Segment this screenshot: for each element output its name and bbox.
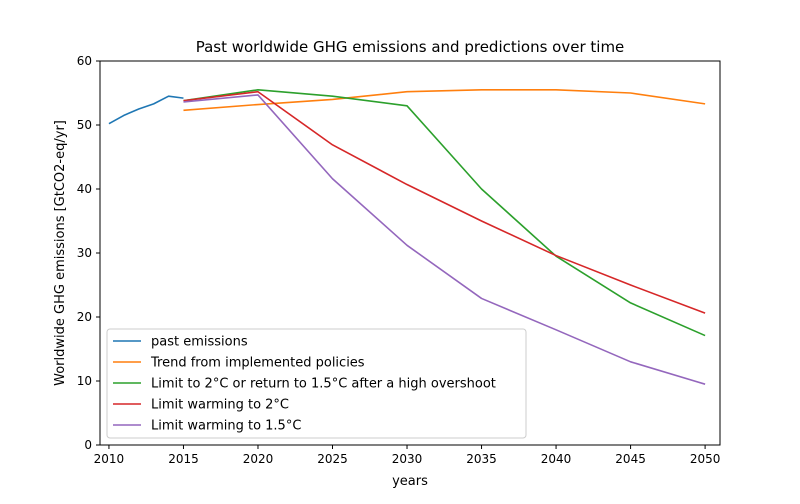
x-tick-label: 2020 bbox=[243, 452, 274, 466]
x-tick-label: 2035 bbox=[466, 452, 497, 466]
legend: past emissions Trend from implemented pol… bbox=[106, 328, 527, 439]
y-tick-label: 10 bbox=[77, 374, 92, 388]
x-tick-label: 2050 bbox=[690, 452, 721, 466]
y-tick-label: 30 bbox=[77, 246, 92, 260]
y-tick-label: 50 bbox=[77, 118, 92, 132]
series-line-4 bbox=[183, 94, 706, 385]
x-tick-label: 2045 bbox=[615, 452, 646, 466]
series-line-0 bbox=[108, 95, 184, 125]
x-tick-label: 2010 bbox=[94, 452, 125, 466]
series-line-1 bbox=[183, 89, 706, 112]
x-tick-label: 2015 bbox=[168, 452, 199, 466]
x-tick-label: 2025 bbox=[317, 452, 348, 466]
y-axis-label: Worldwide GHG emissions [GtCO2-eq/yr] bbox=[53, 120, 68, 386]
legend-label-3: Limit warming to 2°C bbox=[151, 398, 289, 413]
series-line-3 bbox=[183, 90, 706, 314]
x-axis-ticks: 2010 2015 2020 2025 2030 2035 2040 2045 2050 bbox=[94, 445, 721, 466]
y-tick-label: 60 bbox=[77, 54, 92, 68]
y-tick-label: 0 bbox=[84, 438, 92, 452]
y-tick-label: 40 bbox=[77, 182, 92, 196]
legend-box bbox=[106, 328, 527, 439]
y-axis-ticks: 0 10 20 30 40 50 60 bbox=[77, 54, 100, 452]
y-tick-label: 20 bbox=[77, 310, 92, 324]
x-tick-label: 2040 bbox=[541, 452, 572, 466]
series-line-2 bbox=[183, 89, 706, 337]
plot-lines bbox=[108, 89, 706, 385]
chart-title: Past worldwide GHG emissions and predict… bbox=[196, 38, 625, 56]
x-tick-label: 2030 bbox=[392, 452, 423, 466]
legend-label-2: Limit to 2°C or return to 1.5°C after a … bbox=[151, 377, 496, 392]
legend-label-4: Limit warming to 1.5°C bbox=[151, 419, 301, 434]
legend-label-0: past emissions bbox=[151, 335, 248, 350]
legend-label-1: Trend from implemented policies bbox=[150, 356, 365, 371]
x-axis-label: years bbox=[392, 474, 428, 489]
